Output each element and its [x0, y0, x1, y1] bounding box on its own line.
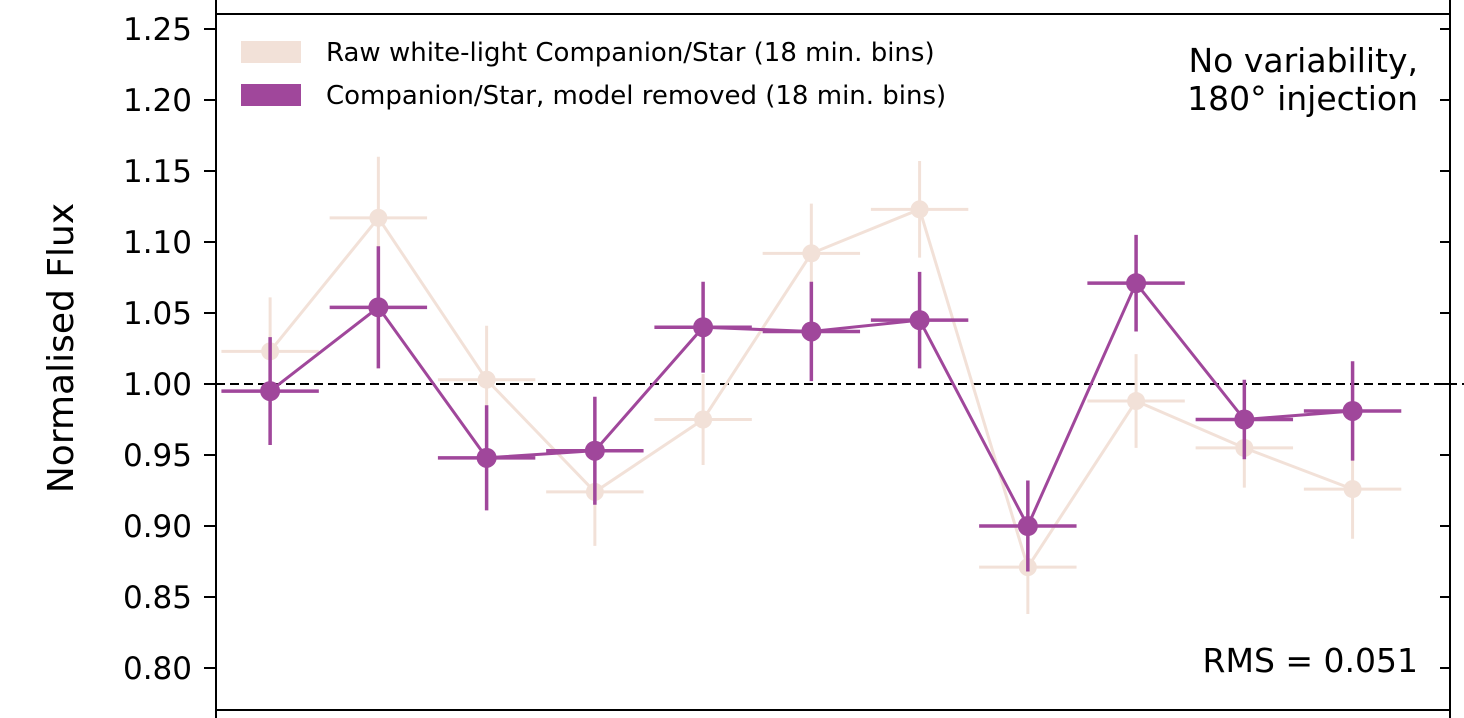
model-point [801, 321, 822, 342]
model-point [1017, 516, 1038, 536]
y-tick-label: 1.25 [123, 12, 192, 48]
axes-frame [215, 0, 1451, 718]
model-point [909, 310, 930, 331]
y-axis-label: Normalised Flux [41, 203, 82, 493]
y-tick-label: 1.00 [123, 367, 192, 403]
raw-point [694, 410, 713, 429]
y-tick-label: 0.80 [123, 651, 192, 687]
legend: Raw white-light Companion/Star (18 min. … [241, 38, 946, 111]
y-tick-label: 1.15 [123, 154, 192, 190]
series-raw-white-light [221, 156, 1402, 615]
annotation-injection: 180° injection [1187, 79, 1418, 118]
y-tick-label: 1.10 [123, 225, 192, 261]
model-point [368, 297, 389, 318]
annotation-variability: No variability, [1189, 41, 1419, 80]
y-tick-label: 0.85 [123, 580, 192, 616]
raw-point [1343, 480, 1362, 499]
model-point [476, 447, 497, 468]
model-point [584, 440, 605, 461]
legend-label-model: Companion/Star, model removed (18 min. b… [326, 81, 946, 111]
y-axis-ticks: 0.80 0.85 0.90 0.95 1.00 1.05 1.10 1.15 1.20 1.25 [123, 12, 1450, 687]
y-tick-label: 0.95 [123, 438, 192, 474]
raw-point [1127, 392, 1146, 411]
series-model-removed [221, 234, 1402, 572]
raw-point [910, 200, 929, 219]
y-tick-label: 1.20 [123, 83, 192, 119]
annotation-rms: RMS = 0.051 [1203, 641, 1418, 680]
model-point [1126, 273, 1147, 294]
y-tick-label: 0.90 [123, 509, 192, 545]
legend-label-raw: Raw white-light Companion/Star (18 min. … [326, 38, 935, 68]
model-point [693, 317, 714, 338]
raw-point [369, 208, 388, 227]
y-tick-label: 1.05 [123, 296, 192, 332]
model-point [260, 381, 281, 402]
raw-point [802, 244, 821, 263]
legend-swatch-model [241, 84, 301, 106]
model-point [1234, 409, 1255, 430]
legend-swatch-raw [241, 41, 301, 63]
model-point [1342, 400, 1363, 421]
raw-point [477, 370, 496, 389]
